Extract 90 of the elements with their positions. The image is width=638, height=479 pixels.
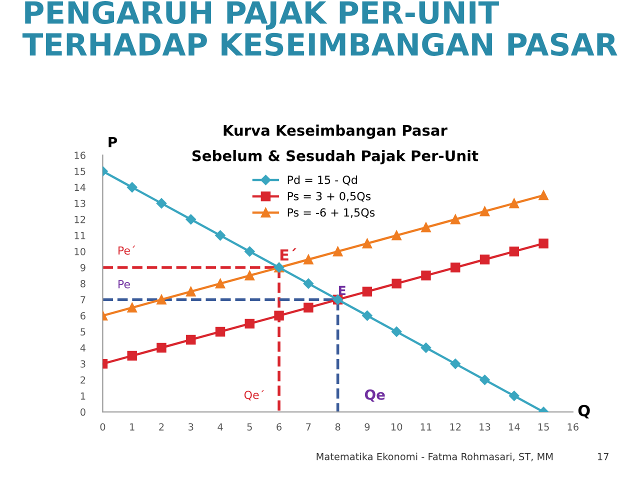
point (303, 278, 314, 289)
x-tick-label: 7 (306, 423, 311, 430)
x-tick-label: 9 (364, 423, 370, 431)
point (362, 310, 372, 321)
x-axis-title: Q (578, 404, 590, 418)
x-tick-label: 6 (276, 423, 282, 431)
point (509, 246, 520, 256)
legend-label: Ps = -6 + 1,5Qs (288, 208, 375, 218)
x-tick-label: 2 (159, 423, 164, 430)
x-tick-label: 12 (450, 423, 461, 430)
y-tick-label: 15 (74, 168, 86, 176)
y-tick-label: 10 (74, 248, 86, 256)
y-tick-label: 11 (74, 232, 86, 240)
point (450, 262, 460, 272)
y-tick-label: 1 (80, 392, 86, 400)
y-tick-label: 13 (74, 200, 86, 208)
point (450, 358, 460, 369)
x-tick-label: 1 (130, 423, 134, 430)
y-tick-label: 8 (80, 280, 86, 288)
y-tick-label: 4 (80, 344, 86, 352)
point (392, 278, 402, 288)
point (126, 182, 138, 192)
point (304, 254, 314, 264)
text: Matematika Ekonomi - Fatma Rohmasari, ST, MM (316, 452, 553, 462)
x-tick-label: 10 (391, 423, 402, 431)
x-tick-label: 15 (538, 423, 549, 431)
point (362, 238, 372, 248)
x-tick-label: 5 (247, 423, 252, 431)
annotation: E´ (280, 248, 296, 261)
x-tick-label: 14 (509, 423, 520, 430)
point (244, 270, 255, 280)
point (332, 246, 343, 256)
point (156, 342, 166, 353)
point (480, 254, 490, 264)
y-tick-label: 12 (74, 216, 86, 224)
point (215, 230, 226, 241)
y-tick-label: 6 (80, 312, 86, 320)
annotation: Qe´ (244, 390, 264, 400)
point (509, 198, 520, 208)
point (480, 206, 490, 216)
y-tick-label: 7 (80, 296, 86, 304)
point (480, 374, 490, 385)
x-tick-label: 4 (218, 423, 223, 430)
point (156, 198, 167, 208)
point (244, 318, 255, 329)
x-tick-label: 16 (568, 423, 578, 431)
annotation: E (338, 286, 346, 296)
point (304, 302, 314, 312)
point (450, 214, 460, 224)
x-tick-label: 0 (100, 423, 106, 431)
y-tick-label: 9 (80, 264, 86, 272)
point (186, 214, 196, 224)
text: 17 (598, 453, 608, 460)
x-tick-label: 8 (335, 423, 340, 431)
point (186, 334, 196, 345)
point (127, 350, 137, 361)
y-axis-title: P (108, 137, 118, 148)
y-tick-label: 16 (74, 152, 86, 160)
y-tick-label: 14 (74, 184, 86, 191)
point (538, 238, 548, 248)
point (127, 302, 137, 312)
legend-label: Pd = 15 - Qd (288, 175, 357, 186)
annotation: Pe´ (118, 246, 136, 255)
point (538, 190, 548, 200)
point (215, 278, 226, 288)
y-tick-label: 3 (80, 360, 86, 368)
point (362, 286, 372, 296)
x-tick-label: 11 (420, 423, 432, 430)
point (392, 230, 402, 240)
x-tick-label: 3 (188, 423, 194, 431)
point (509, 390, 520, 402)
point (391, 326, 402, 337)
y-tick-label: 2 (80, 376, 86, 384)
x-tick-label: 13 (480, 423, 490, 431)
point (156, 294, 166, 304)
annotation: Pe (118, 280, 130, 288)
chart-subtitle: Sebelum & Sesudah Pajak Per-Unit (192, 150, 478, 164)
point (421, 222, 431, 232)
point (244, 246, 255, 257)
annotation: Qe (364, 389, 385, 402)
legend-label: Ps = 3 + 0,5Qs (288, 192, 371, 202)
point (421, 270, 431, 280)
y-tick-label: 5 (80, 328, 86, 336)
point (420, 342, 432, 353)
point (215, 326, 226, 337)
y-tick-label: 0 (80, 408, 86, 416)
chart-title: Kurva Keseimbangan Pasar (224, 124, 448, 139)
text: PENGARUH PAJAK PER-UNIT TERHADAP KESEIMBANGAN PASAR (22, 0, 618, 56)
point (186, 286, 196, 296)
point (274, 310, 284, 321)
